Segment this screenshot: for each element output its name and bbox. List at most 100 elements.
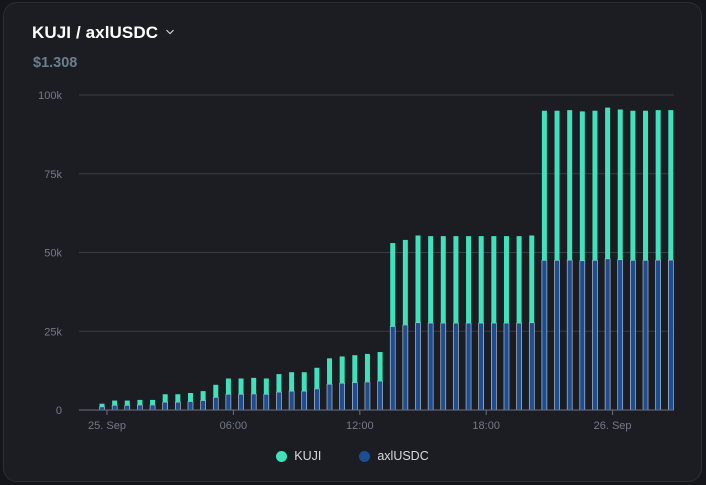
bar-kuji — [579, 111, 585, 261]
bar-kuji — [150, 399, 156, 405]
bar-kuji — [440, 236, 446, 324]
bar-kuji — [516, 236, 522, 324]
bar-axlusdc — [288, 390, 295, 411]
bar-axlusdc — [137, 404, 143, 411]
y-tick-label: 0 — [56, 405, 62, 417]
bar-kuji — [617, 109, 623, 260]
bar-axlusdc — [276, 391, 282, 411]
bar-kuji — [251, 377, 257, 394]
bar-axlusdc — [415, 322, 421, 411]
bar-kuji — [289, 372, 295, 392]
bar-kuji — [466, 236, 472, 324]
bar-kuji — [175, 394, 181, 403]
bar-kuji — [276, 374, 282, 393]
bar-kuji — [314, 367, 320, 389]
bar-kuji — [187, 392, 193, 402]
bar-kuji — [327, 358, 333, 385]
x-tick-label: 12:00 — [346, 420, 374, 432]
bar-axlusdc — [301, 390, 308, 411]
bar-kuji — [377, 352, 383, 382]
bar-axlusdc — [314, 388, 320, 411]
axlusdc-legend-dot-icon — [359, 450, 371, 462]
bar-axlusdc — [402, 324, 409, 411]
bar-kuji — [491, 236, 497, 324]
bar-axlusdc — [579, 260, 586, 411]
bar-axlusdc — [212, 397, 219, 411]
x-tick-label: 18:00 — [472, 420, 500, 432]
bar-axlusdc — [111, 404, 118, 411]
bar-axlusdc — [566, 259, 573, 411]
bar-axlusdc — [667, 259, 674, 411]
pair-selector[interactable]: KUJI / axlUSDC — [32, 23, 174, 43]
bar-kuji — [478, 236, 484, 324]
bar-kuji — [415, 235, 421, 323]
chart-legend: KUJI axlUSDC — [4, 449, 701, 463]
bar-kuji — [390, 243, 396, 327]
bar-axlusdc — [326, 383, 333, 411]
bar-axlusdc — [440, 322, 447, 411]
bar-kuji — [655, 110, 661, 261]
y-tick-label: 100k — [38, 90, 62, 102]
chevron-down-icon — [166, 29, 174, 35]
bar-axlusdc — [630, 260, 636, 411]
bar-axlusdc — [351, 382, 358, 411]
bar-axlusdc — [541, 260, 548, 411]
bar-axlusdc — [655, 259, 661, 411]
bar-axlusdc — [516, 322, 522, 411]
bar-axlusdc — [238, 393, 244, 411]
bar-kuji — [453, 236, 459, 324]
bar-axlusdc — [592, 260, 598, 411]
legend-item-axlusdc[interactable]: axlUSDC — [359, 449, 429, 463]
bar-kuji — [137, 399, 143, 405]
bar-axlusdc — [389, 326, 396, 411]
volume-chart: 0 25k 50k 75k 100k 25. Sep 06:00 12:00 18:00 26. … — [38, 90, 674, 432]
bar-axlusdc — [465, 322, 472, 411]
bar-axlusdc — [263, 393, 270, 411]
x-tick-label: 26. Sep — [594, 420, 632, 432]
bar-kuji — [529, 235, 535, 323]
bar-kuji — [99, 403, 105, 407]
legend-item-kuji[interactable]: KUJI — [276, 449, 321, 463]
bar-axlusdc — [491, 322, 497, 411]
bar-axlusdc — [377, 380, 383, 411]
bar-kuji — [402, 239, 408, 325]
bar-kuji — [124, 400, 130, 406]
price-value: $1.308 — [33, 55, 78, 71]
bar-axlusdc — [149, 404, 156, 411]
x-tick-label: 25. Sep — [88, 420, 126, 432]
bar-kuji — [541, 110, 547, 261]
bar-kuji — [668, 110, 674, 261]
bar-axlusdc — [528, 322, 535, 411]
bar-kuji — [643, 110, 649, 261]
bar-axlusdc — [604, 258, 611, 411]
bar-axlusdc — [124, 404, 131, 411]
bar-axlusdc — [339, 382, 345, 411]
bar-kuji — [592, 110, 598, 261]
y-tick-label: 25k — [44, 326, 62, 338]
bar-axlusdc — [162, 401, 168, 411]
bar-kuji — [301, 372, 307, 392]
bar-axlusdc — [453, 322, 459, 411]
bar-kuji — [352, 355, 358, 383]
bar-axlusdc — [200, 400, 206, 411]
bar-axlusdc — [364, 381, 371, 411]
bar-kuji — [428, 236, 434, 324]
bar-axlusdc — [175, 401, 181, 411]
bar-kuji — [554, 110, 560, 261]
bar-kuji — [225, 378, 231, 395]
bar-kuji — [364, 353, 370, 382]
bar-kuji — [339, 356, 345, 384]
bar-axlusdc — [642, 260, 649, 411]
bar-kuji — [112, 400, 118, 406]
bar-kuji — [162, 394, 168, 403]
bar-kuji — [263, 378, 269, 395]
bar-kuji — [503, 236, 509, 324]
bar-kuji — [213, 384, 219, 398]
bar-kuji — [200, 391, 206, 401]
bar-axlusdc — [554, 260, 560, 411]
bar-axlusdc — [187, 401, 194, 411]
bar-axlusdc — [478, 322, 485, 411]
pair-title: KUJI / axlUSDC — [32, 23, 159, 42]
legend-label-axlusdc: axlUSDC — [377, 449, 429, 463]
y-tick-label: 75k — [44, 169, 62, 181]
